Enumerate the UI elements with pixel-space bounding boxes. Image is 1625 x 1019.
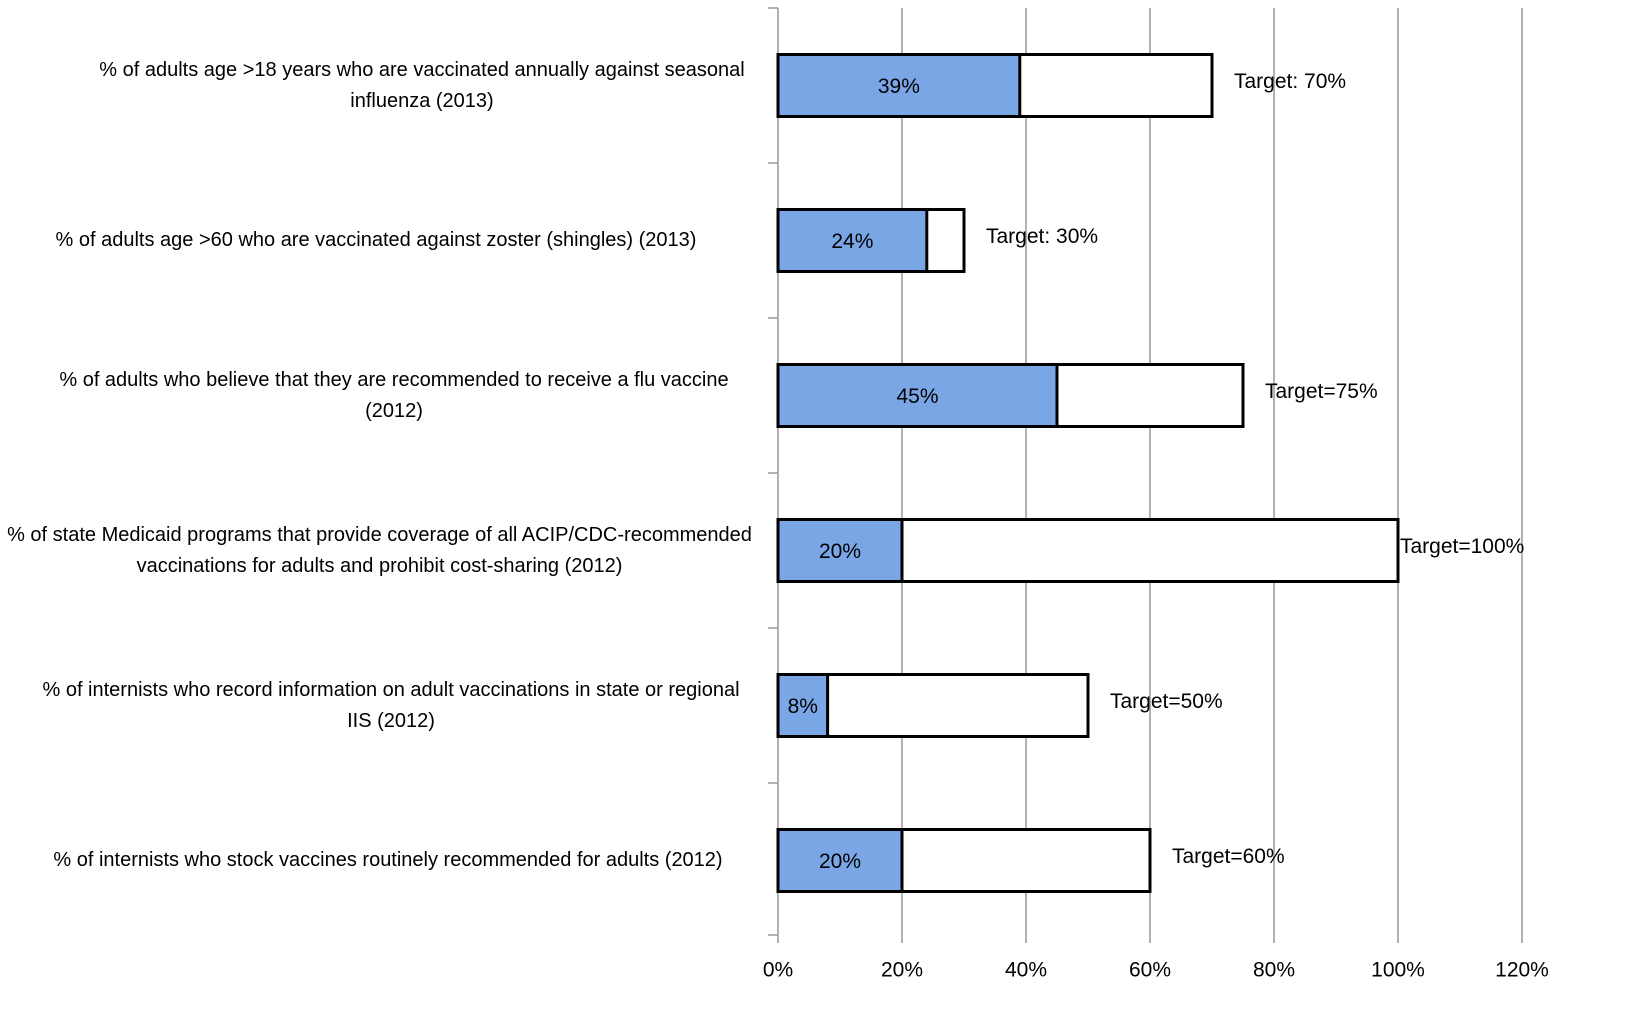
value-label: 24% xyxy=(831,230,873,253)
target-label: Target: 30% xyxy=(986,225,1098,248)
value-label: 8% xyxy=(788,695,818,718)
x-tick-label: 20% xyxy=(881,959,923,982)
x-tick-label: 80% xyxy=(1253,959,1295,982)
category-label: % of state Medicaid programs that provid… xyxy=(7,523,752,577)
x-tick-label: 120% xyxy=(1495,959,1549,982)
value-label: 20% xyxy=(819,850,861,873)
bar xyxy=(776,673,830,738)
x-tick-label: 40% xyxy=(1005,959,1047,982)
bar xyxy=(776,673,1090,738)
target-label: Target=75% xyxy=(1265,380,1378,403)
bar xyxy=(776,828,904,893)
target-label: Target=100% xyxy=(1400,535,1524,558)
bar xyxy=(776,208,929,273)
category-label: % of internists who stock vaccines routi… xyxy=(53,849,723,871)
category-label: % of adults age >60 who are vaccinated a… xyxy=(55,229,697,251)
value-label: 39% xyxy=(878,75,920,98)
value-label: 20% xyxy=(819,540,861,563)
x-tick-label: 0% xyxy=(763,959,793,982)
bar xyxy=(776,363,1059,428)
x-tick-label: 100% xyxy=(1371,959,1425,982)
target-label: Target=60% xyxy=(1172,845,1285,868)
x-tick-label: 60% xyxy=(1129,959,1171,982)
category-label: % of adults who believe that they are re… xyxy=(59,368,729,422)
target-label: Target: 70% xyxy=(1234,70,1346,93)
bar xyxy=(776,518,904,583)
target-label: Target=50% xyxy=(1110,690,1223,713)
category-label: % of internists who record information o… xyxy=(42,678,740,732)
bar xyxy=(776,53,1022,118)
value-label: 45% xyxy=(896,385,938,408)
category-label: % of adults age >18 years who are vaccin… xyxy=(99,58,745,112)
